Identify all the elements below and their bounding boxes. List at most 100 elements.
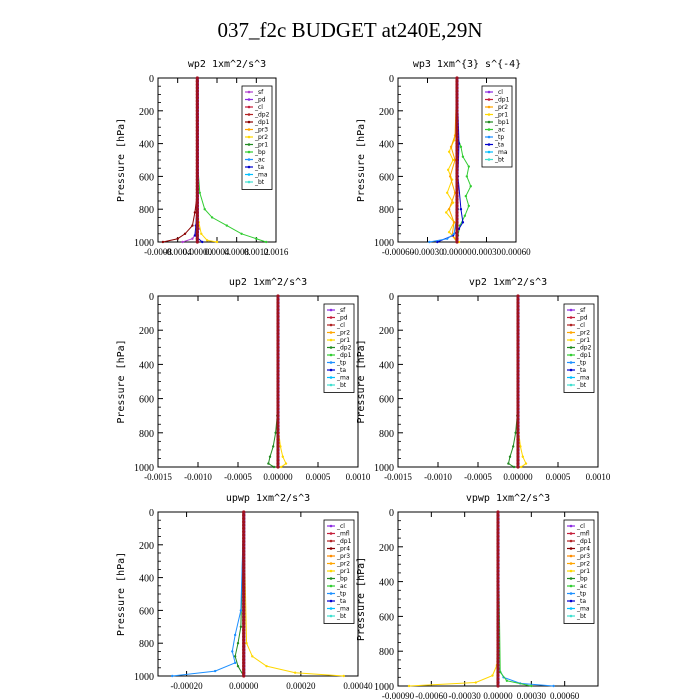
- legend-label: _mfl: [336, 531, 350, 538]
- legend-label: _bt: [254, 179, 265, 186]
- series-point: [508, 455, 512, 458]
- series-point: [520, 465, 523, 469]
- zero-profile-point: [455, 132, 459, 136]
- zero-profile-point: [276, 390, 280, 394]
- x-tick-label: 0.00000: [442, 247, 472, 257]
- zero-profile-point: [455, 145, 459, 149]
- zero-profile-point: [242, 667, 246, 672]
- x-tick-label: 0.00030: [472, 247, 502, 257]
- legend-marker: [329, 308, 333, 312]
- zero-profile-point: [496, 611, 500, 615]
- legend-marker: [569, 607, 573, 610]
- x-tick-label: 0.00040: [343, 681, 373, 691]
- zero-profile-point: [516, 376, 520, 380]
- y-tick-label: 0: [149, 508, 154, 519]
- y-axis-label: Pressure [hPa]: [116, 552, 127, 636]
- zero-profile-point: [516, 414, 520, 418]
- legend-label: _tp: [336, 360, 346, 367]
- legend-marker: [487, 105, 491, 109]
- zero-profile-point: [276, 448, 280, 452]
- legend-marker: [487, 143, 491, 146]
- zero-profile-point: [276, 301, 280, 305]
- zero-profile-point: [455, 227, 459, 231]
- series-point: [191, 237, 194, 240]
- legend-marker: [329, 331, 333, 334]
- zero-profile-point: [242, 648, 246, 652]
- zero-profile-point: [276, 438, 280, 442]
- zero-profile-point: [276, 362, 280, 366]
- zero-profile-point: [516, 465, 520, 469]
- zero-profile-point: [455, 138, 459, 142]
- zero-profile-point: [276, 465, 280, 469]
- series-point: [461, 221, 465, 224]
- zero-profile-point: [276, 349, 280, 353]
- series-point: [530, 684, 533, 688]
- zero-profile-point: [496, 580, 500, 584]
- zero-profile-point: [195, 233, 199, 238]
- zero-profile-point: [455, 79, 459, 83]
- zero-profile-point: [455, 233, 459, 238]
- series-point: [236, 642, 240, 645]
- y-tick-label: 400: [379, 140, 394, 151]
- y-tick-label: 400: [139, 574, 154, 585]
- zero-profile-point: [496, 517, 500, 521]
- legend-label: _cl: [576, 322, 585, 329]
- legend-marker: [329, 346, 333, 349]
- zero-profile-point: [516, 441, 520, 445]
- series-point: [464, 194, 468, 198]
- zero-profile-point: [516, 458, 520, 462]
- series-point: [463, 214, 467, 217]
- zero-profile-point: [455, 237, 459, 241]
- x-tick-label: -0.0015: [384, 472, 412, 482]
- series-point: [231, 650, 234, 653]
- zero-profile-point: [496, 583, 500, 587]
- chart-panel-5: upwp 1xm^2/s^3 Pressure [hPa] 0 200 400 600 80…: [116, 493, 373, 691]
- zero-profile-point: [242, 671, 246, 675]
- chart-title: wp2 1xm^2/s^3: [188, 59, 266, 70]
- x-tick-label: -0.00060: [382, 247, 415, 257]
- x-tick-label: -0.0015: [144, 472, 172, 482]
- zero-profile-point: [242, 553, 246, 557]
- legend-marker: [329, 554, 333, 558]
- zero-profile-point: [242, 576, 246, 580]
- zero-profile-point: [455, 155, 459, 159]
- series-point: [407, 684, 411, 688]
- zero-profile-point: [516, 321, 520, 325]
- series-line-ac: [497, 511, 532, 687]
- series-point: [514, 431, 517, 434]
- legend-marker: [329, 569, 333, 573]
- zero-profile-point: [516, 417, 520, 421]
- zero-profile-point: [242, 621, 246, 626]
- zero-profile-point: [516, 335, 520, 339]
- zero-profile-point: [242, 612, 246, 616]
- x-tick-label: 0.0010: [346, 472, 371, 482]
- series-point: [274, 431, 277, 434]
- zero-profile-point: [276, 328, 280, 332]
- legend-label: _ta: [254, 164, 264, 171]
- series-point: [255, 237, 258, 240]
- zero-profile-point: [195, 155, 199, 159]
- series-line-dp1: [162, 78, 198, 243]
- zero-profile-point: [195, 174, 199, 178]
- chart-title: vpwp 1xm^2/s^3: [466, 493, 550, 504]
- zero-profile-point: [516, 373, 520, 377]
- y-tick-label: 800: [139, 639, 154, 650]
- zero-profile-point: [242, 664, 246, 668]
- legend-label: _tp: [576, 591, 586, 598]
- zero-profile-point: [516, 366, 520, 370]
- zero-profile-point: [276, 441, 280, 445]
- y-tick-label: 400: [139, 360, 154, 371]
- zero-profile-point: [496, 590, 500, 594]
- zero-profile-point: [496, 510, 500, 514]
- zero-profile-point: [455, 115, 459, 119]
- zero-profile-point: [195, 125, 199, 129]
- series-point: [461, 155, 465, 158]
- zero-profile-point: [276, 308, 280, 312]
- chart-panel-6: vpwp 1xm^2/s^3 Pressure [hPa] 0 200 400 600 80…: [356, 493, 599, 700]
- series-point: [451, 158, 455, 162]
- legend-marker: [247, 165, 251, 169]
- x-tick-label: -0.00020: [170, 681, 203, 691]
- legend-label: _dp1: [494, 97, 510, 104]
- zero-profile-point: [496, 614, 500, 619]
- series-point: [279, 445, 282, 448]
